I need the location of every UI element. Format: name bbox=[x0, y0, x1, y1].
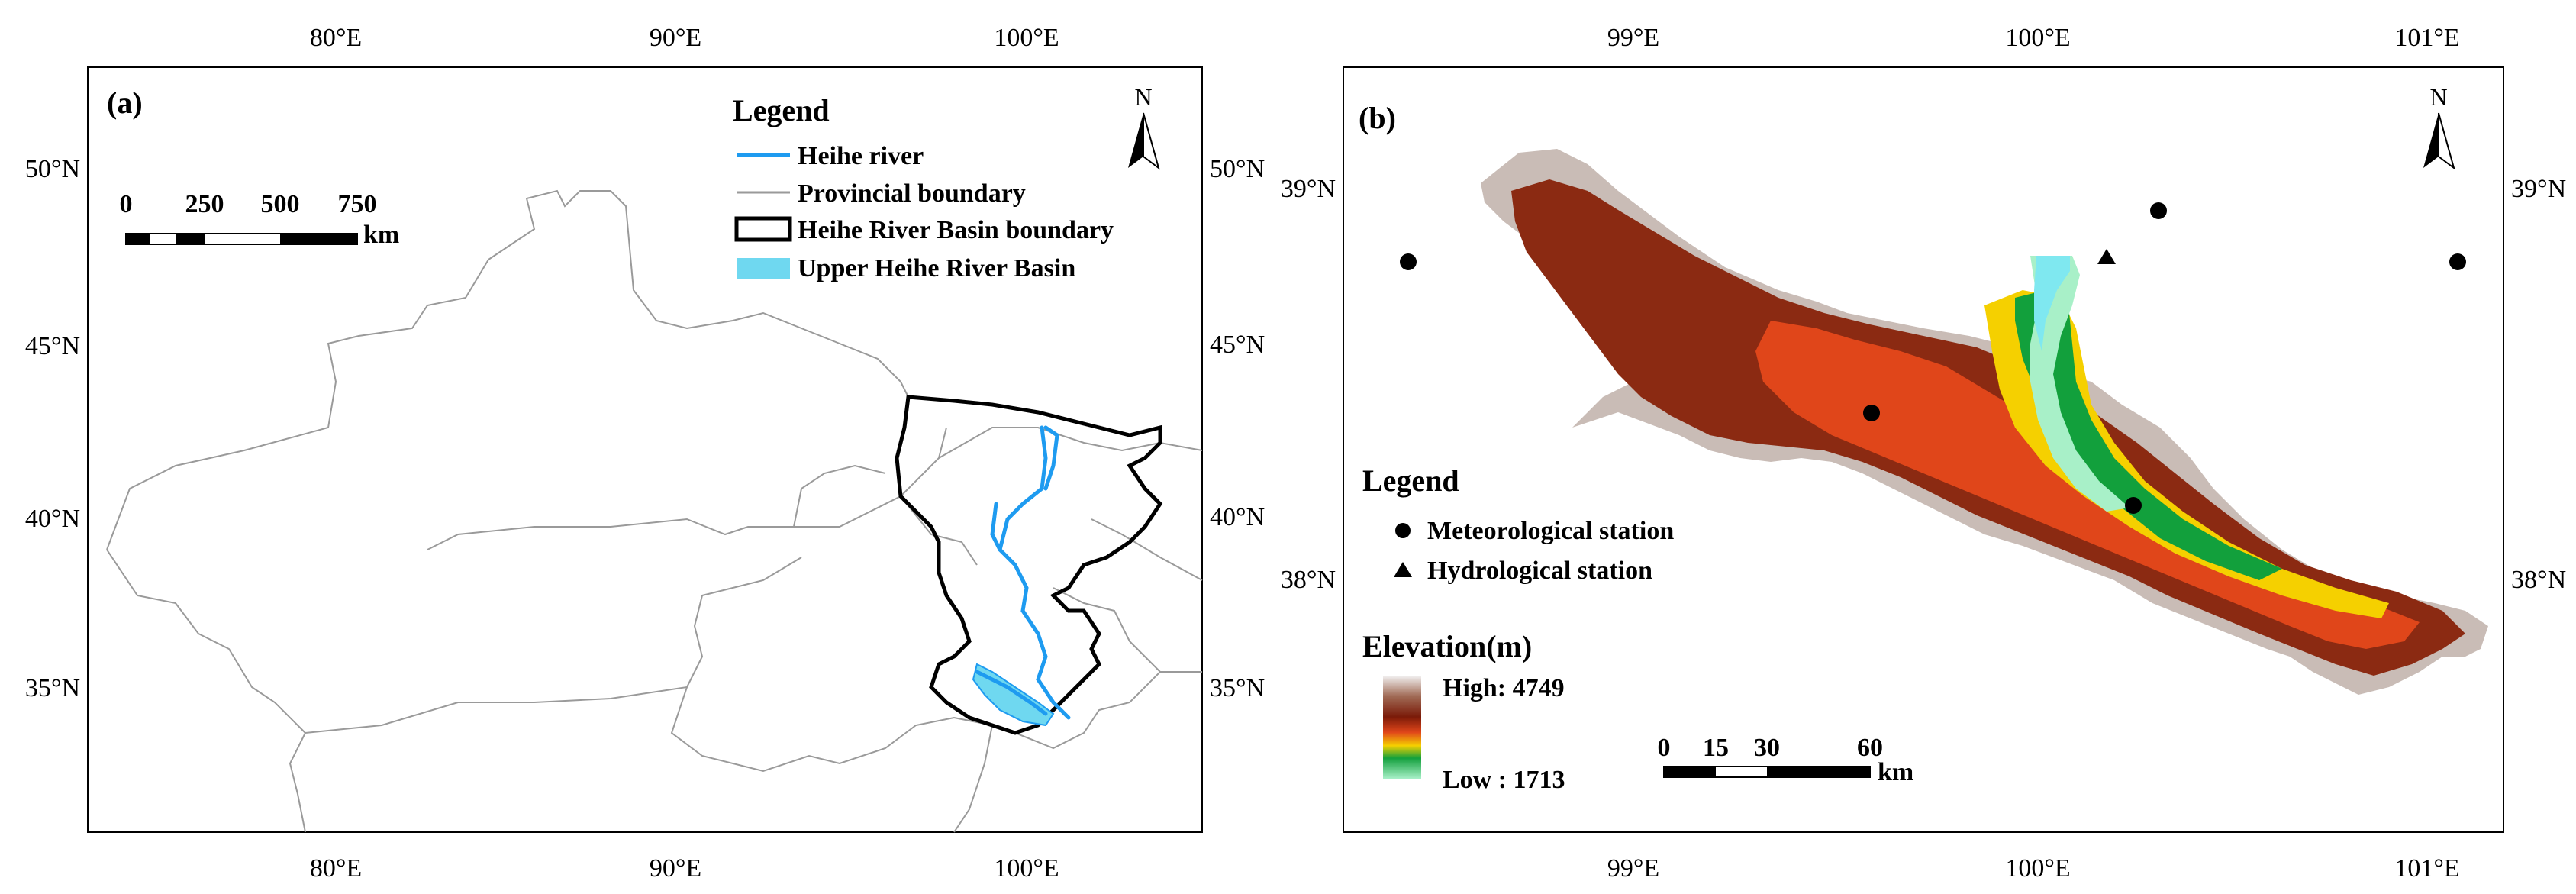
scale-b-0: 0 bbox=[1658, 734, 1671, 762]
elevation-high: High: 4749 bbox=[1443, 674, 1565, 702]
tick-b-right-39: 39°N bbox=[2511, 175, 2566, 203]
met-station bbox=[1863, 405, 1880, 421]
tick-a-right-50: 50°N bbox=[1210, 155, 1265, 183]
heihe-basin-boundary bbox=[895, 395, 1163, 735]
legend-basin-label: Heihe River Basin boundary bbox=[798, 216, 1114, 244]
met-station bbox=[2449, 253, 2466, 270]
scale-bar-b: 0 15 30 60 km bbox=[1658, 734, 1914, 786]
legend-met-symbol bbox=[1395, 523, 1411, 538]
tick-a-right-45: 45°N bbox=[1210, 331, 1265, 359]
legend-b: Legend Meteorological station Hydrologic… bbox=[1362, 463, 1674, 585]
tick-b-left-39: 39°N bbox=[1281, 175, 1336, 203]
elevation-terrain bbox=[1481, 149, 2488, 695]
scale-a-0: 0 bbox=[120, 190, 133, 218]
scale-a-500: 500 bbox=[261, 190, 300, 218]
legend-river-label: Heihe river bbox=[798, 142, 924, 170]
tick-a-left-40: 40°N bbox=[25, 505, 80, 533]
met-station bbox=[1400, 253, 1417, 270]
scale-bar-a: 0 250 500 750 km bbox=[120, 190, 400, 249]
tick-a-top-80: 80°E bbox=[310, 24, 362, 52]
met-station bbox=[2125, 497, 2142, 514]
scale-b-60: 60 bbox=[1857, 734, 1883, 762]
tick-a-top-100: 100°E bbox=[994, 24, 1059, 52]
met-station bbox=[2150, 202, 2167, 219]
panel-b-map: N (b) Legend Meteorological station Hydr… bbox=[1281, 24, 2566, 883]
panel-b-ticks: 99°E 100°E 101°E 99°E 100°E 101°E 39°N 3… bbox=[1281, 24, 2566, 883]
meteorological-stations bbox=[1400, 202, 2466, 514]
legend-hydro-label: Hydrological station bbox=[1427, 557, 1652, 585]
provincial-boundaries bbox=[106, 189, 1203, 833]
tick-a-bottom-100: 100°E bbox=[994, 854, 1059, 883]
tick-a-left-45: 45°N bbox=[25, 332, 80, 360]
scale-b-unit: km bbox=[1878, 758, 1913, 786]
tick-b-bottom-100: 100°E bbox=[2005, 854, 2070, 883]
tick-b-top-100: 100°E bbox=[2005, 24, 2070, 52]
panel-a-ticks: 80°E 90°E 100°E 80°E 90°E 100°E 50°N 45°… bbox=[25, 24, 1265, 883]
north-arrow-b-letter: N bbox=[2429, 83, 2447, 111]
scale-a-250: 250 bbox=[185, 190, 224, 218]
tick-b-left-38: 38°N bbox=[1281, 566, 1336, 594]
north-arrow-a-letter: N bbox=[1134, 83, 1152, 111]
tick-b-bottom-101: 101°E bbox=[2394, 854, 2459, 883]
tick-b-right-38: 38°N bbox=[2511, 566, 2566, 594]
heihe-river bbox=[975, 425, 1071, 720]
tick-b-bottom-99: 99°E bbox=[1607, 854, 1659, 883]
legend-a-title: Legend bbox=[733, 93, 830, 127]
elevation-low: Low : 1713 bbox=[1443, 766, 1565, 794]
elevation-legend: Elevation(m) High: 4749 Low : 1713 bbox=[1362, 629, 1565, 794]
north-arrow-a: N bbox=[1128, 83, 1160, 170]
tick-a-top-90: 90°E bbox=[650, 24, 701, 52]
tick-a-left-35: 35°N bbox=[25, 674, 80, 702]
legend-upper-basin-label: Upper Heihe River Basin bbox=[798, 254, 1075, 282]
scale-a-unit: km bbox=[363, 221, 399, 249]
legend-hydro-symbol bbox=[1394, 562, 1412, 577]
hydrological-station bbox=[2097, 249, 2116, 264]
elevation-ramp bbox=[1383, 676, 1421, 779]
panel-a-label: (a) bbox=[107, 86, 143, 120]
tick-a-bottom-90: 90°E bbox=[650, 854, 701, 883]
tick-a-right-40: 40°N bbox=[1210, 503, 1265, 531]
tick-a-bottom-80: 80°E bbox=[310, 854, 362, 883]
tick-b-top-101: 101°E bbox=[2394, 24, 2459, 52]
elevation-title: Elevation(m) bbox=[1362, 629, 1532, 663]
legend-basin-swatch bbox=[734, 216, 792, 242]
panel-a-map: N (a) Legend Heihe river Provincial boun… bbox=[25, 24, 1265, 883]
tick-b-top-99: 99°E bbox=[1607, 24, 1659, 52]
scale-b-30: 30 bbox=[1754, 734, 1780, 762]
scale-a-750: 750 bbox=[338, 190, 377, 218]
scale-b-15: 15 bbox=[1703, 734, 1729, 762]
legend-a: Legend Heihe river Provincial boundary H… bbox=[733, 93, 1114, 282]
legend-met-label: Meteorological station bbox=[1427, 517, 1674, 545]
legend-upper-basin-swatch bbox=[737, 258, 790, 279]
north-arrow-b: N bbox=[2423, 83, 2455, 170]
tick-a-right-35: 35°N bbox=[1210, 674, 1265, 702]
legend-b-title: Legend bbox=[1362, 463, 1459, 498]
panel-b-label: (b) bbox=[1359, 101, 1396, 135]
tick-a-left-50: 50°N bbox=[25, 155, 80, 183]
legend-provincial-label: Provincial boundary bbox=[798, 179, 1026, 208]
